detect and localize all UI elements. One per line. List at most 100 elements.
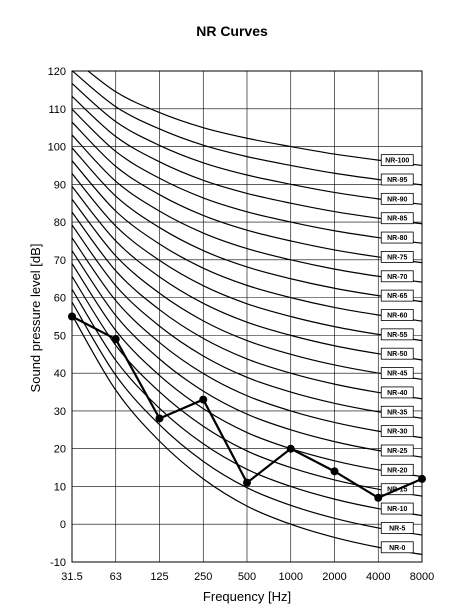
nr-label-box (380, 425, 414, 438)
plot-frame (71, 70, 423, 563)
nr-curve (72, 160, 422, 322)
nr-curve-label: NR-85 (387, 216, 407, 223)
x-tick-label: 4000 (366, 571, 390, 583)
nr-curve-label: NR-35 (387, 409, 407, 416)
x-tick-labels: 31.5 63 125 250 500 1000 2000 4000 8000 (61, 571, 434, 583)
nr-label-box (380, 231, 414, 244)
nr-curve-labels: NR-100 NR-95 NR-90 NR-85 NR-80 NR-75 NR-70 NR-6… (380, 154, 414, 554)
nr-label-box (380, 463, 414, 476)
nr-label-box (380, 309, 414, 321)
nr-curve-label: NR-95 (387, 177, 407, 184)
measured-point (330, 467, 339, 476)
nr-curve-label: NR-70 (387, 274, 407, 281)
nr-curve (72, 198, 422, 380)
y-tick-label: 30 (54, 406, 66, 418)
measured-series (68, 312, 426, 502)
measured-point (199, 395, 208, 404)
nr-curve (72, 288, 422, 517)
y-tick-labels: -10 0 10 20 30 40 50 60 70 80 90 100 110 120 (48, 66, 66, 569)
y-tick-label: 20 (54, 444, 66, 456)
nr-curve-label: NR-55 (387, 332, 407, 339)
y-tick-label: 90 (54, 179, 66, 191)
y-tick-label: 120 (48, 66, 66, 78)
nr-label-box (380, 444, 414, 457)
nr-curve-label: NR-50 (387, 351, 407, 358)
nr-label-box (380, 328, 414, 341)
nr-curve (72, 263, 422, 478)
nr-curve-label: NR-20 (387, 467, 407, 474)
nr-label-box (380, 173, 414, 186)
nr-curve (72, 121, 422, 264)
nr-curve-label: NR-45 (387, 371, 407, 378)
nr-curve (72, 211, 422, 400)
nr-curve-label: NR-80 (387, 235, 407, 242)
nr-curve (72, 301, 422, 536)
nr-curve (72, 237, 422, 439)
x-tick-label: 63 (110, 571, 122, 583)
x-tick-label: 8000 (410, 571, 434, 583)
nr-label-box (380, 251, 414, 263)
nr-curve-label: NR-40 (387, 390, 407, 397)
nr-curve (72, 71, 422, 186)
x-axis-title: Frequency [Hz] (203, 589, 291, 604)
y-tick-label: 110 (48, 104, 66, 116)
measured-point (243, 478, 251, 487)
measured-point (155, 414, 164, 423)
nr-curve (87, 71, 422, 167)
nr-curve (72, 314, 422, 556)
x-tick-label: 1000 (279, 571, 303, 583)
nr-curve (72, 276, 422, 497)
nr-curve-label: NR-100 (385, 158, 409, 165)
nr-label-box (380, 347, 414, 360)
y-tick-label: 0 (60, 519, 66, 531)
nr-label-box (380, 541, 414, 554)
measured-point (286, 444, 295, 453)
nr-label-box (380, 289, 414, 302)
nr-curve-label: NR-65 (387, 293, 407, 300)
nr-label-box (380, 405, 414, 418)
nr-label-box (380, 212, 414, 225)
nr-label-box (380, 154, 414, 167)
y-tick-label: 100 (48, 142, 66, 154)
nr-curve (72, 173, 422, 342)
y-tick-label: 10 (54, 481, 66, 493)
nr-curve-label: NR-0 (389, 545, 405, 552)
y-tick-label: -10 (50, 557, 66, 569)
nr-curve-label: NR-90 (387, 196, 407, 203)
nr-label-box (380, 367, 414, 379)
nr-curve (72, 147, 422, 303)
x-tick-label: 31.5 (61, 571, 82, 583)
y-tick-label: 50 (54, 330, 66, 342)
nr-curve (72, 95, 422, 225)
y-tick-label: 80 (54, 217, 66, 229)
x-tick-label: 125 (150, 571, 168, 583)
chart-title: NR Curves (196, 23, 268, 39)
nr-curve-label: NR-10 (387, 506, 407, 513)
nr-curve (72, 186, 422, 361)
measured-point (111, 335, 120, 344)
y-axis-title: Sound pressure level [dB] (28, 244, 43, 393)
y-tick-label: 40 (54, 368, 66, 380)
x-tick-label: 250 (194, 571, 212, 583)
x-tick-label: 500 (238, 571, 256, 583)
nr-curve-label: NR-30 (387, 429, 407, 436)
nr-curve-label: NR-75 (387, 254, 407, 261)
nr-curve (72, 224, 422, 419)
y-tick-label: 70 (54, 255, 66, 267)
nr-curve (72, 83, 422, 205)
nr-curve-label: NR-5 (389, 525, 405, 532)
nr-curve (72, 134, 422, 283)
nr-curve-label: NR-60 (387, 312, 407, 319)
nr-label-box (380, 502, 414, 515)
measured-point (374, 493, 383, 502)
nr-label-box (380, 522, 414, 534)
x-tick-label: 2000 (322, 571, 346, 583)
nr-label-box (380, 386, 414, 399)
nr-curves (72, 71, 422, 556)
nr-curve (72, 108, 422, 244)
y-tick-label: 60 (54, 293, 66, 305)
nr-curve (72, 250, 422, 458)
nr-label-box (380, 192, 414, 205)
nr-label-box (380, 270, 414, 283)
